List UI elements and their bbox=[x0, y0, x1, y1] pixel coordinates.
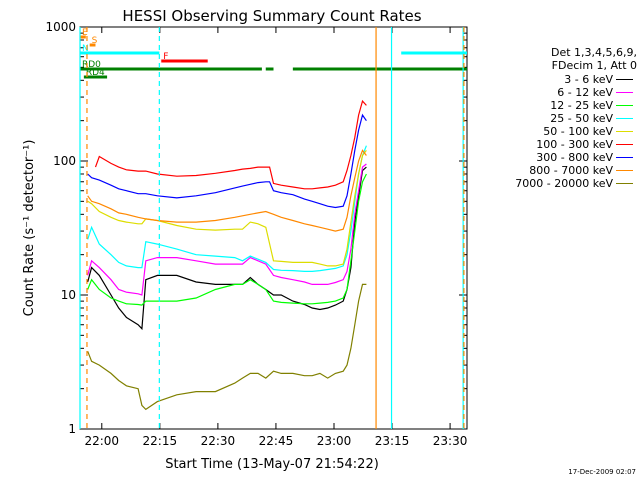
x-tick-label: 23:30 bbox=[433, 434, 468, 448]
chart-title: HESSI Observing Summary Count Rates bbox=[122, 7, 421, 25]
legend-entry: 800 - 7000 keV bbox=[472, 164, 637, 177]
y-axis-label: Count Rate (s⁻¹ detector⁻¹) bbox=[22, 140, 37, 317]
legend-label: 300 - 800 keV bbox=[536, 151, 613, 164]
marker-layer bbox=[80, 27, 464, 429]
legend-swatch bbox=[616, 105, 633, 106]
legend-label: 7000 - 20000 keV bbox=[515, 177, 613, 190]
legend-header-line-1: Det 1,3,4,5,6,9, bbox=[472, 46, 637, 59]
flag-label: F bbox=[163, 52, 168, 62]
legend-entry: 6 - 12 keV bbox=[472, 86, 637, 99]
legend-header-line-2: FDecim 1, Att 0 bbox=[472, 59, 637, 72]
x-tick-label: 22:15 bbox=[143, 434, 178, 448]
axis-ticks: 22:00 22:15 22:30 22:45 23:00 23:15 23:30 1 10 10… bbox=[45, 20, 467, 448]
legend-swatch bbox=[616, 92, 633, 93]
x-tick-label: 23:15 bbox=[375, 434, 410, 448]
legend-rows: 3 - 6 keV 6 - 12 keV 12 - 25 keV 25 - 50 ke… bbox=[472, 73, 637, 190]
legend-entry: 300 - 800 keV bbox=[472, 151, 637, 164]
legend-swatch bbox=[616, 170, 633, 171]
legend: Det 1,3,4,5,6,9, FDecim 1, Att 0 3 - 6 k… bbox=[472, 46, 637, 190]
series-line-4 bbox=[88, 146, 367, 272]
series-layer bbox=[88, 101, 367, 409]
legend-entry: 7000 - 20000 keV bbox=[472, 177, 637, 190]
series-line-5 bbox=[88, 150, 367, 266]
y-tick-label: 100 bbox=[53, 154, 76, 168]
x-tick-label: 23:00 bbox=[317, 434, 352, 448]
legend-swatch bbox=[616, 183, 633, 184]
legend-label: 25 - 50 keV bbox=[550, 112, 613, 125]
x-axis-label: Start Time (13-May-07 21:54:22) bbox=[165, 457, 379, 472]
y-tick-label: 1000 bbox=[45, 20, 76, 34]
y-tick-label: 10 bbox=[61, 288, 76, 302]
x-tick-label: 22:45 bbox=[259, 434, 294, 448]
series-line-8 bbox=[88, 150, 367, 231]
flag-label: S bbox=[92, 36, 98, 46]
series-line-3 bbox=[88, 174, 367, 305]
legend-entry: 25 - 50 keV bbox=[472, 112, 637, 125]
legend-swatch bbox=[616, 79, 633, 80]
legend-entry: 100 - 300 keV bbox=[472, 138, 637, 151]
x-tick-label: 22:30 bbox=[201, 434, 236, 448]
legend-label: 3 - 6 keV bbox=[564, 73, 613, 86]
plot-frame bbox=[80, 27, 467, 429]
series-line-7 bbox=[88, 115, 367, 207]
flag-label: RD4 bbox=[86, 68, 105, 78]
legend-swatch bbox=[616, 131, 633, 132]
legend-entry: 3 - 6 keV bbox=[472, 73, 637, 86]
y-tick-label: 1 bbox=[68, 422, 76, 436]
legend-label: 12 - 25 keV bbox=[550, 99, 613, 112]
legend-entry: 50 - 100 keV bbox=[472, 125, 637, 138]
legend-label: 50 - 100 keV bbox=[543, 125, 613, 138]
legend-label: 800 - 7000 keV bbox=[529, 164, 613, 177]
legend-swatch bbox=[616, 144, 633, 145]
x-tick-label: 22:00 bbox=[84, 434, 119, 448]
flag-label: N bbox=[82, 44, 89, 54]
timestamp: 17-Dec-2009 02:07 bbox=[568, 468, 636, 476]
legend-label: 6 - 12 keV bbox=[557, 86, 613, 99]
legend-swatch bbox=[616, 118, 633, 119]
series-line-6 bbox=[96, 101, 367, 189]
legend-label: 100 - 300 keV bbox=[536, 138, 613, 151]
legend-entry: 12 - 25 keV bbox=[472, 99, 637, 112]
legend-swatch bbox=[616, 157, 633, 158]
